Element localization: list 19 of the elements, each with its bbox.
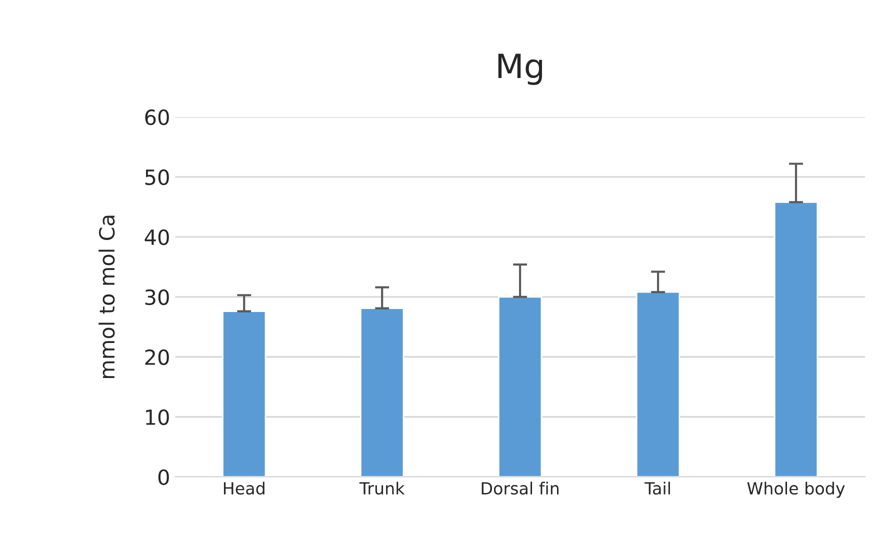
- y-tick-label: 20: [145, 349, 169, 366]
- bar: [498, 296, 542, 477]
- bar: [222, 310, 266, 477]
- bar: [774, 201, 818, 477]
- y-tick-label: 30: [145, 289, 169, 306]
- chart-title: Mg: [498, 54, 542, 85]
- y-axis-title: mmol to mol Ca: [98, 216, 115, 378]
- x-tick-label: Tail: [644, 482, 670, 495]
- y-tick-label: 40: [144, 229, 169, 246]
- y-tick-label: 10: [146, 409, 169, 426]
- x-tick-label: Whole body: [747, 482, 845, 498]
- x-tick-label: Dorsal fin: [482, 482, 559, 495]
- x-tick-label: Trunk: [359, 482, 405, 495]
- y-tick-label: 60: [145, 109, 169, 126]
- x-tick-label: Head: [224, 482, 264, 495]
- bar: [636, 291, 680, 477]
- y-tick-label: 50: [145, 169, 169, 186]
- bar: [360, 308, 404, 477]
- y-tick-label: 0: [158, 469, 169, 486]
